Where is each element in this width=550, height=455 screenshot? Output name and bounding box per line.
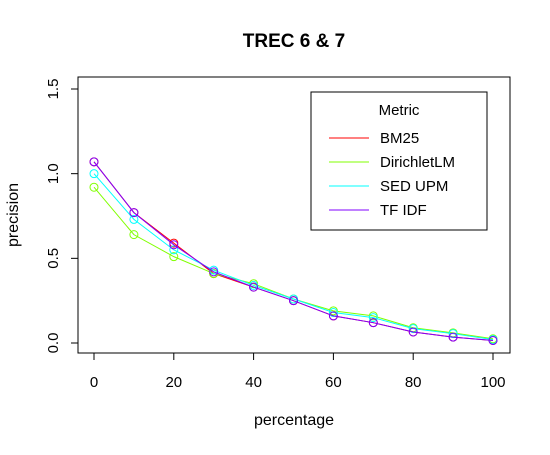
legend-item-tf-idf: TF IDF — [329, 202, 427, 219]
x-tick-label: 20 — [165, 374, 182, 391]
y-axis: 0.0 0.5 1.0 1.5 — [45, 79, 79, 354]
legend-box — [310, 91, 488, 231]
y-tick-label: 0.5 — [45, 248, 62, 269]
series-layer — [89, 157, 498, 345]
data-point-tf-idf — [368, 318, 378, 328]
data-point-sed-upm — [408, 324, 418, 334]
legend-item-dirichletlm: DirichletLM — [329, 154, 455, 171]
y-tick-label: 1.5 — [45, 79, 62, 100]
series-tf-idf — [89, 157, 498, 345]
data-point-tf-idf — [328, 311, 338, 321]
y-axis-title: precision — [5, 183, 22, 247]
x-axis-title: percentage — [254, 412, 334, 429]
data-point-dirichletlm — [89, 182, 99, 192]
y-tick-label: 1.0 — [45, 163, 62, 184]
y-tick-label: 0.0 — [45, 333, 62, 354]
data-point-sed-upm — [328, 308, 338, 318]
legend-item-sed-upm: SED UPM — [329, 178, 448, 195]
x-tick-label: 60 — [325, 374, 342, 391]
data-point-sed-upm — [368, 313, 378, 323]
legend-item-bm25: BM25 — [329, 130, 419, 147]
legend: Metric BM25 DirichletLM SED UPM TF IDF — [310, 91, 488, 231]
legend-items: BM25 DirichletLM SED UPM TF IDF — [329, 130, 455, 219]
series-line-tf-idf — [93, 161, 494, 341]
x-tick-label: 80 — [405, 374, 422, 391]
legend-title: Metric — [379, 102, 420, 119]
data-point-tf-idf — [408, 327, 418, 337]
data-point-sed-upm — [129, 214, 139, 224]
x-tick-label: 40 — [245, 374, 262, 391]
data-point-sed-upm — [169, 245, 179, 255]
x-axis: 0 20 40 60 80 100 — [90, 352, 506, 391]
series-sed-upm — [89, 169, 498, 345]
data-point-tf-idf — [448, 332, 458, 342]
data-point-tf-idf — [209, 267, 219, 277]
data-point-tf-idf — [169, 240, 179, 250]
x-tick-label: 0 — [90, 374, 98, 391]
data-point-dirichletlm — [169, 252, 179, 262]
data-point-dirichletlm — [129, 230, 139, 240]
data-point-sed-upm — [448, 329, 458, 339]
data-point-tf-idf — [289, 296, 298, 306]
chart-title: TREC 6 & 7 — [243, 31, 345, 52]
legend-label-dirichletlm: DirichletLM — [380, 154, 455, 171]
data-point-tf-idf — [129, 208, 139, 218]
x-tick-label: 100 — [480, 374, 505, 391]
data-point-sed-upm — [89, 169, 99, 179]
data-point-tf-idf — [249, 282, 259, 292]
series-line-sed-upm — [93, 173, 494, 341]
data-point-tf-idf — [89, 157, 99, 167]
legend-label-tf-idf: TF IDF — [380, 202, 427, 219]
legend-label-bm25: BM25 — [380, 130, 419, 147]
data-point-tf-idf — [488, 335, 498, 345]
legend-label-sed-upm: SED UPM — [380, 178, 448, 195]
